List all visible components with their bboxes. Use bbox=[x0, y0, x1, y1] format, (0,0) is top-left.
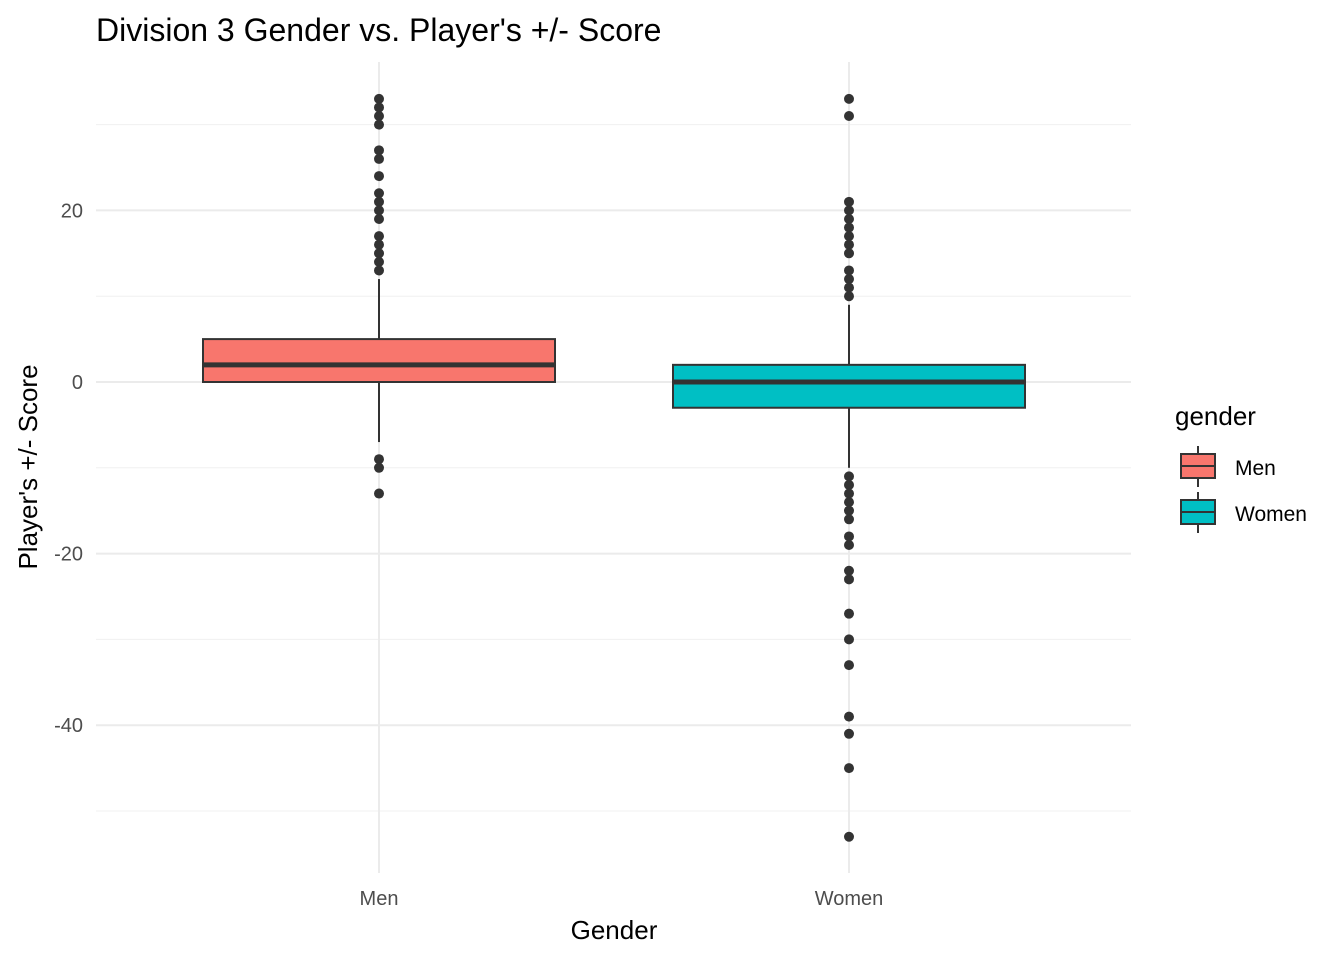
x-axis-ticks: Men Women bbox=[360, 888, 884, 910]
outlier-point bbox=[374, 256, 384, 267]
outlier-point bbox=[844, 711, 854, 722]
y-tick-label: -40 bbox=[54, 715, 83, 737]
outlier-point bbox=[844, 497, 854, 508]
box-iqr bbox=[202, 338, 556, 384]
outlier-point bbox=[374, 265, 384, 276]
outlier-point bbox=[374, 239, 384, 250]
x-tick-label: Women bbox=[815, 888, 884, 910]
boxes bbox=[202, 93, 1026, 842]
outlier-point bbox=[374, 145, 384, 156]
outlier-point bbox=[374, 462, 384, 473]
outlier-point bbox=[844, 660, 854, 671]
outlier-point bbox=[844, 763, 854, 774]
legend-title: gender bbox=[1175, 401, 1256, 431]
outlier-point bbox=[374, 93, 384, 104]
outlier-point bbox=[844, 213, 854, 224]
legend-item-women: Women bbox=[1180, 492, 1307, 533]
outlier-point bbox=[844, 471, 854, 482]
outlier-point bbox=[374, 171, 384, 182]
outlier-point bbox=[844, 565, 854, 576]
outlier-point bbox=[844, 479, 854, 490]
x-axis-title: Gender bbox=[571, 915, 658, 945]
outlier-point bbox=[374, 231, 384, 242]
outlier-point bbox=[844, 608, 854, 619]
chart-title: Division 3 Gender vs. Player's +/- Score bbox=[96, 12, 661, 48]
outlier-point bbox=[844, 574, 854, 585]
outlier-point bbox=[844, 291, 854, 302]
outlier-point bbox=[844, 205, 854, 216]
outlier-point bbox=[844, 231, 854, 242]
outlier-point bbox=[374, 119, 384, 130]
box-men bbox=[202, 93, 556, 499]
y-tick-label: -20 bbox=[54, 544, 83, 566]
grid-lines bbox=[96, 62, 1131, 873]
y-tick-label: 20 bbox=[61, 200, 83, 222]
outlier-point bbox=[844, 282, 854, 293]
outlier-point bbox=[844, 505, 854, 516]
outlier-point bbox=[844, 488, 854, 499]
outlier-point bbox=[844, 111, 854, 122]
box-women bbox=[672, 93, 1026, 842]
legend-label: Women bbox=[1235, 503, 1307, 526]
outlier-point bbox=[374, 153, 384, 164]
legend: gender Men Women bbox=[1175, 401, 1307, 533]
outlier-point bbox=[844, 265, 854, 276]
box-iqr bbox=[672, 363, 1026, 409]
outlier-point bbox=[374, 205, 384, 216]
outlier-point bbox=[374, 488, 384, 499]
outlier-point bbox=[844, 514, 854, 525]
outlier-point bbox=[844, 248, 854, 259]
outlier-point bbox=[844, 728, 854, 739]
y-axis-ticks: -40 -20 0 20 bbox=[54, 200, 83, 737]
x-tick-label: Men bbox=[360, 888, 399, 910]
y-axis-title: Player's +/- Score bbox=[13, 364, 43, 569]
outlier-point bbox=[844, 274, 854, 285]
outlier-point bbox=[844, 540, 854, 551]
outlier-point bbox=[374, 454, 384, 465]
outlier-point bbox=[374, 213, 384, 224]
legend-label: Men bbox=[1235, 457, 1276, 480]
outlier-point bbox=[844, 239, 854, 250]
outlier-point bbox=[374, 111, 384, 122]
outlier-point bbox=[374, 196, 384, 207]
outlier-point bbox=[844, 831, 854, 842]
outlier-point bbox=[374, 248, 384, 259]
outlier-point bbox=[844, 196, 854, 207]
outlier-point bbox=[374, 188, 384, 199]
legend-item-men: Men bbox=[1180, 446, 1276, 487]
outlier-point bbox=[844, 222, 854, 233]
outlier-point bbox=[844, 531, 854, 542]
y-tick-label: 0 bbox=[72, 372, 83, 394]
outlier-point bbox=[844, 93, 854, 104]
outlier-point bbox=[374, 102, 384, 113]
outlier-point bbox=[844, 634, 854, 645]
